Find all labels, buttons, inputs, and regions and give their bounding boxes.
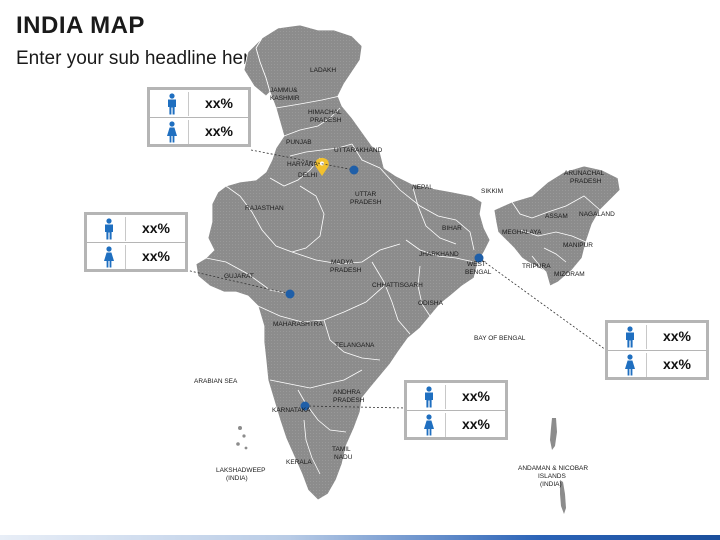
label-gujarat: GUJARAT [224, 273, 254, 280]
label-maharashtra: MAHARASHTRA [273, 321, 324, 328]
label-bay-of-bengal: BAY OF BENGAL [474, 335, 526, 342]
stat-card: xx% xx% [404, 380, 508, 440]
female-person-icon [156, 120, 189, 144]
female-percentage: xx% [141, 248, 171, 264]
stat-row-male: xx% [87, 215, 185, 243]
lakshadweep-islands [236, 426, 248, 450]
label-delhi: DELHI [298, 172, 317, 179]
label-lakshadweep: (INDIA) [226, 475, 248, 482]
female-person-icon [93, 245, 126, 269]
label-uttarakhand: UTTARAKHAND [334, 147, 383, 154]
label-jammu-kashmir: KASHMIR [270, 95, 300, 102]
male-percentage: xx% [141, 220, 171, 236]
label-madhya-pradesh: PRADESH [330, 267, 362, 274]
label-andhra-pradesh: ANDHRA [333, 389, 361, 396]
stat-card: xx% xx% [605, 320, 709, 380]
label-andaman-nicobar: (INDIA) [540, 481, 562, 488]
label-arunachal-pradesh: PRADESH [570, 178, 602, 185]
label-telangana: TELANGANA [335, 342, 375, 349]
label-tamil-nadu: NADU [334, 454, 353, 461]
label-odisha: ODISHA [418, 300, 444, 307]
male-percentage: xx% [461, 388, 491, 404]
label-haryana: HARYANA [287, 161, 318, 168]
label-meghalaya: MEGHALAYA [502, 229, 542, 236]
map-marker-dot[interactable] [349, 165, 359, 175]
male-person-icon [413, 385, 446, 409]
label-nagaland: NAGALAND [579, 211, 615, 218]
andaman-islands [550, 418, 557, 450]
label-jharkhand: JHARKHAND [419, 251, 459, 258]
stat-row-female: xx% [608, 351, 706, 378]
nicobar-islands [560, 480, 566, 514]
male-person-icon [156, 92, 189, 116]
male-percentage: xx% [204, 95, 234, 111]
label-nepal: NEPAL [412, 184, 433, 191]
northeast-region [493, 165, 621, 287]
label-west-bengal: BENGAL [465, 269, 492, 276]
label-andaman-nicobar: ISLANDS [538, 473, 566, 480]
female-percentage: xx% [461, 416, 491, 432]
label-uttar-pradesh: PRADESH [350, 199, 382, 206]
stat-row-male: xx% [407, 383, 505, 411]
stat-row-male: xx% [608, 323, 706, 351]
stat-row-female: xx% [87, 243, 185, 270]
label-rajasthan: RAJASTHAN [245, 205, 284, 212]
label-punjab: PUNJAB [286, 139, 312, 146]
map-marker-dot[interactable] [300, 401, 310, 411]
label-tripura: TRIPURA [522, 263, 551, 270]
mainland-region [195, 24, 491, 501]
page-subtitle: Enter your sub headline here [16, 48, 260, 69]
map-marker-dot[interactable] [474, 253, 484, 263]
label-sikkim: SIKKIM [481, 188, 503, 195]
label-tamil-nadu: TAMIL [332, 446, 351, 453]
female-person-icon [413, 413, 446, 437]
state-borders [205, 95, 601, 475]
female-percentage: xx% [662, 356, 692, 372]
male-person-icon [93, 217, 126, 241]
female-person-icon [614, 353, 647, 377]
stat-row-male: xx% [150, 90, 248, 118]
page-title: INDIA MAP [16, 12, 145, 39]
label-arabian-sea: ARABIAN SEA [194, 378, 238, 385]
male-percentage: xx% [662, 328, 692, 344]
connector-lines [185, 149, 607, 409]
female-percentage: xx% [204, 123, 234, 139]
label-ladakh: LADAKH [310, 67, 336, 74]
label-lakshadweep: LAKSHADWEEP [216, 467, 266, 474]
map-marker-dot[interactable] [285, 289, 295, 299]
label-kerala: KERALA [286, 459, 312, 466]
stat-row-female: xx% [150, 118, 248, 145]
label-manipur: MANIPUR [563, 242, 593, 249]
label-karnataka: KARNATAKA [272, 407, 311, 414]
label-madhya-pradesh: MADYA [331, 259, 354, 266]
label-chhattisgarh: CHHATTISGARH [372, 282, 423, 289]
footer-accent-bar [0, 535, 720, 540]
stat-card: xx% xx% [147, 87, 251, 147]
label-andhra-pradesh: PRADESH [333, 397, 365, 404]
label-himachal-pradesh: PRADESH [310, 117, 342, 124]
kashmir-region [243, 37, 271, 97]
label-himachal-pradesh: HIMACHAL [308, 109, 342, 116]
label-mizoram: MIZORAM [554, 271, 585, 278]
stat-row-female: xx% [407, 411, 505, 438]
label-arunachal-pradesh: ARUNACHAL [564, 170, 604, 177]
label-assam: ASSAM [545, 213, 568, 220]
label-andaman-nicobar: ANDAMAN & NICOBAR [518, 465, 588, 472]
label-west-bengal: WEST [467, 261, 486, 268]
male-person-icon [614, 325, 647, 349]
label-bihar: BIHAR [442, 225, 462, 232]
label-uttar-pradesh: UTTAR [355, 191, 376, 198]
label-jammu-kashmir: JAMMU& [270, 87, 298, 94]
stat-card: xx% xx% [84, 212, 188, 272]
